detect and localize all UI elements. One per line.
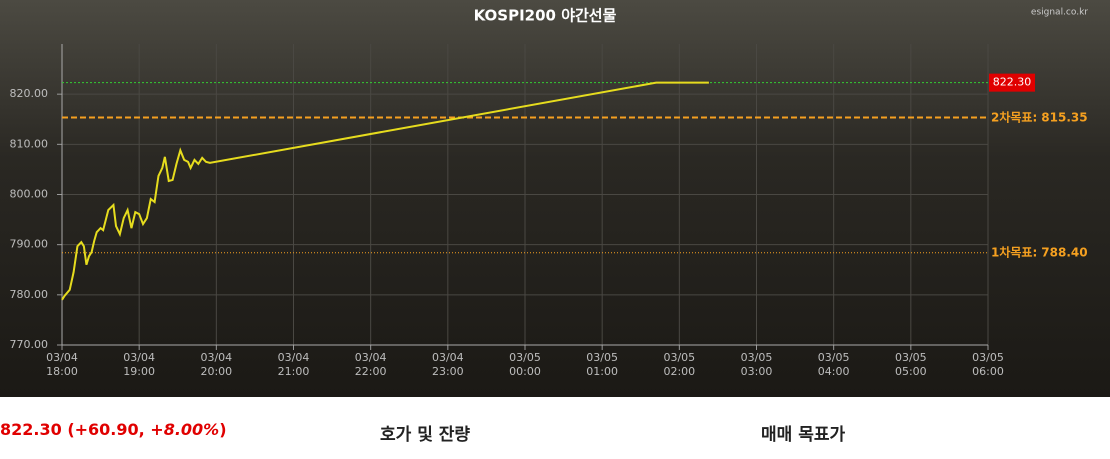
chart: KOSPI200 야간선물 esignal.co.kr 770.00 780.00… xyxy=(10,7,1089,352)
quote-close: ) xyxy=(219,420,227,439)
x-tick-label: 03/04 20:00 xyxy=(200,351,233,378)
source: esignal.co.kr xyxy=(1031,8,1088,18)
tab[interactable]: 호가 및 잔량 xyxy=(380,425,471,445)
reference-label: 1차목표: 788.40 xyxy=(991,244,1088,259)
x-tick-label: 03/04 18:00 xyxy=(46,351,78,378)
quote-pct: +8.00% xyxy=(150,420,220,439)
y-tick-label: 780.00 xyxy=(10,288,49,301)
reference-name: 1차목표: xyxy=(991,244,1037,259)
x-tick-label: 03/05 02:00 xyxy=(663,351,696,378)
y-tick-label: 770.00 xyxy=(10,338,49,351)
series-line xyxy=(61,81,709,301)
chart-panel: KOSPI200 야간선물 esignal.co.kr 770.00 780.00… xyxy=(0,0,1110,397)
x-tick-label: 03/05 04:00 xyxy=(817,351,850,378)
last-price-box xyxy=(989,73,1035,92)
x-tick-label: 03/04 23:00 xyxy=(431,351,464,378)
y-tick-label: 790.00 xyxy=(10,238,49,251)
quote-main: 822.30 (+60.90, xyxy=(0,420,151,439)
chart-title: KOSPI200 야간선물 xyxy=(474,7,617,25)
y-tick-label: 800.00 xyxy=(10,188,49,201)
footer: 822.30 (+60.90, +8.00%) 호가 및 잔량 매매 목표가 xyxy=(0,420,1110,446)
x-tick-label: 03/05 03:00 xyxy=(740,351,773,378)
x-tick-label: 03/05 01:00 xyxy=(586,351,618,378)
x-tick-label: 03/04 22:00 xyxy=(354,351,387,378)
last-price-label: 822.30 xyxy=(993,76,1032,89)
y-tick-label: 820.00 xyxy=(10,87,49,100)
reference-value: 815.35 xyxy=(1041,110,1087,124)
tab[interactable]: 매매 목표가 xyxy=(761,425,846,445)
x-tick-label: 03/05 00:00 xyxy=(509,351,541,378)
reference-label: 2차목표: 815.35 xyxy=(991,109,1088,124)
y-tick-label: 810.00 xyxy=(10,137,49,150)
x-tick-label: 03/04 19:00 xyxy=(123,351,155,378)
x-tick-label: 03/04 21:00 xyxy=(277,351,310,378)
reference-value: 788.40 xyxy=(1041,245,1087,259)
reference-name: 2차목표: xyxy=(991,109,1037,124)
x-tick-label: 03/05 05:00 xyxy=(894,351,927,378)
x-tick-label: 03/05 06:00 xyxy=(972,351,1004,378)
quote: 822.30 (+60.90, +8.00%) xyxy=(0,420,227,439)
